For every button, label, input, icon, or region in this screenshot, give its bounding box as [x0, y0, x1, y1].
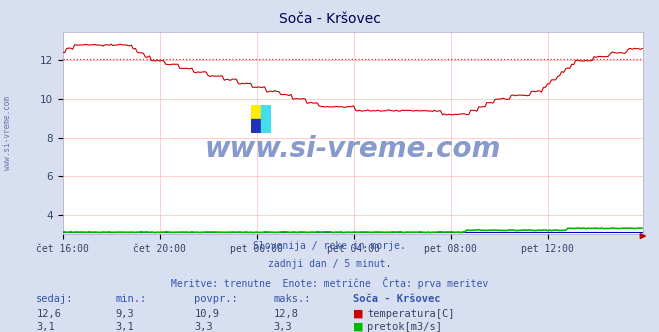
Text: sedaj:: sedaj: — [36, 294, 74, 304]
Text: www.si-vreme.com: www.si-vreme.com — [3, 96, 13, 170]
Text: 3,3: 3,3 — [194, 322, 213, 332]
Text: 3,1: 3,1 — [36, 322, 55, 332]
Text: Slovenija / reke in morje.: Slovenija / reke in morje. — [253, 241, 406, 251]
Text: povpr.:: povpr.: — [194, 294, 238, 304]
Text: ■: ■ — [353, 309, 363, 319]
Text: Soča - Kršovec: Soča - Kršovec — [279, 12, 380, 26]
Bar — [261, 105, 271, 119]
Text: 3,1: 3,1 — [115, 322, 134, 332]
Text: 10,9: 10,9 — [194, 309, 219, 319]
Text: Meritve: trenutne  Enote: metrične  Črta: prva meritev: Meritve: trenutne Enote: metrične Črta: … — [171, 277, 488, 289]
Text: min.:: min.: — [115, 294, 146, 304]
Text: ■: ■ — [353, 322, 363, 332]
Text: temperatura[C]: temperatura[C] — [367, 309, 455, 319]
Text: 9,3: 9,3 — [115, 309, 134, 319]
Text: www.si-vreme.com: www.si-vreme.com — [204, 135, 501, 163]
Bar — [251, 119, 261, 133]
Bar — [251, 105, 261, 119]
Text: 12,6: 12,6 — [36, 309, 61, 319]
Bar — [261, 119, 271, 133]
Text: Soča - Kršovec: Soča - Kršovec — [353, 294, 440, 304]
Text: pretok[m3/s]: pretok[m3/s] — [367, 322, 442, 332]
Text: 3,3: 3,3 — [273, 322, 292, 332]
Text: 12,8: 12,8 — [273, 309, 299, 319]
Text: maks.:: maks.: — [273, 294, 311, 304]
Text: zadnji dan / 5 minut.: zadnji dan / 5 minut. — [268, 259, 391, 269]
